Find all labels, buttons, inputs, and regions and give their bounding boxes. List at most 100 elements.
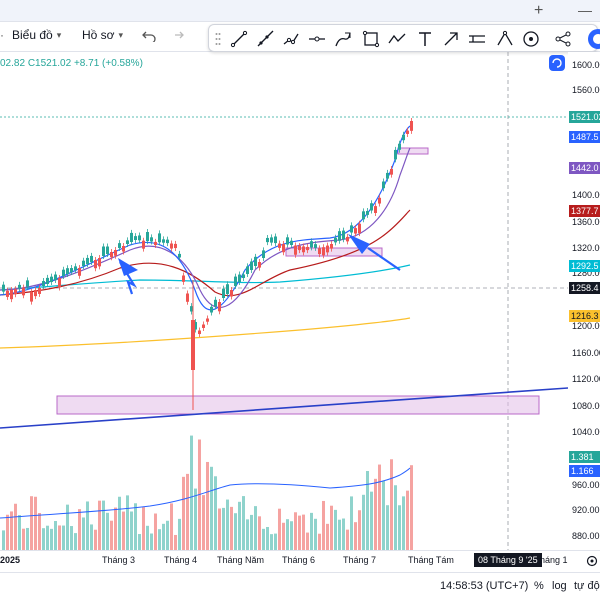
- auto-scale-icon[interactable]: [548, 54, 566, 72]
- price-tick-label: 1280.00: [572, 268, 600, 278]
- candle-body: [282, 244, 285, 253]
- chevron-down-icon: ▾: [118, 29, 124, 40]
- volume-bar: [122, 511, 125, 550]
- sidebar-toggle[interactable]: ·: [0, 28, 4, 42]
- volume-bar: [330, 505, 333, 550]
- price-tick-label: 1560.00: [572, 85, 600, 95]
- ma-red-line: [0, 209, 411, 297]
- candle-body: [22, 287, 25, 296]
- arrow-icon[interactable]: [441, 29, 461, 49]
- text-icon[interactable]: [415, 29, 435, 49]
- rectangle-icon[interactable]: [361, 29, 381, 49]
- ray-icon[interactable]: [255, 29, 275, 49]
- candle-body: [326, 245, 329, 253]
- minimize-button[interactable]: —: [578, 2, 592, 18]
- candle-body: [350, 225, 353, 233]
- ruler-icon[interactable]: [467, 29, 487, 49]
- candle-body: [118, 243, 121, 248]
- candle-body: [234, 276, 237, 286]
- arrow-head-2: [348, 234, 370, 254]
- percent-scale-toggle[interactable]: %: [534, 580, 544, 592]
- candle-body: [38, 288, 41, 294]
- volume-bar: [394, 485, 397, 550]
- volume-bar: [310, 512, 313, 550]
- volume-bar: [298, 515, 301, 550]
- candle-body: [14, 289, 17, 295]
- candle-body: [318, 248, 321, 255]
- price-tick-label: 1320.00: [572, 243, 600, 253]
- price-tag-label: 1487.5: [569, 131, 600, 143]
- candle-body: [174, 243, 177, 249]
- volume-bar: [254, 506, 257, 550]
- volume-bar: [74, 533, 77, 550]
- clock-label[interactable]: 14:58:53 (UTC+7): [440, 580, 529, 592]
- candle-body: [42, 281, 45, 286]
- candle-body: [294, 245, 297, 255]
- path-icon[interactable]: [387, 29, 407, 49]
- candle-body: [30, 292, 33, 302]
- trend-line[interactable]: [0, 387, 568, 429]
- time-axis[interactable]: 2025 Tháng 3 Tháng 4 Tháng Năm Tháng 6 T…: [0, 550, 600, 572]
- volume-bar: [386, 505, 389, 550]
- emoji-icon[interactable]: [521, 29, 541, 49]
- volume-bar: [370, 491, 373, 550]
- candle-body: [154, 241, 157, 246]
- price-tick-label: 880.00: [572, 531, 600, 541]
- candle-body: [162, 239, 165, 243]
- auto-scale-toggle[interactable]: tự động: [574, 580, 600, 592]
- new-tab-button[interactable]: +: [534, 2, 544, 19]
- chart-menu-label: Biểu đồ: [12, 28, 53, 42]
- undo-button[interactable]: [142, 28, 156, 42]
- horizontal-ray-icon[interactable]: [307, 29, 327, 49]
- candle-body: [218, 302, 221, 312]
- brush-icon[interactable]: [333, 29, 353, 49]
- log-scale-toggle[interactable]: log: [552, 580, 567, 592]
- candle-body: [182, 275, 185, 282]
- candle-body: [202, 324, 205, 328]
- candle-body: [178, 253, 181, 258]
- arrow-annotation-2[interactable]: [367, 247, 401, 271]
- candle-body: [338, 231, 341, 241]
- profile-menu-button[interactable]: Hồ sơ ▾: [82, 28, 123, 42]
- price-tick-label: 1160.00: [572, 348, 600, 358]
- chevron-down-icon: ▾: [56, 29, 62, 40]
- candle-body: [298, 245, 301, 251]
- share-icon[interactable]: [553, 29, 573, 49]
- account-icon[interactable]: [586, 28, 600, 50]
- volume-bar: [118, 496, 121, 550]
- volume-bar: [238, 501, 241, 550]
- volume-bar: [218, 508, 221, 550]
- volume-bar: [246, 519, 249, 550]
- candle-body: [110, 252, 113, 258]
- volume-bar: [398, 505, 401, 550]
- candle-body: [191, 320, 195, 370]
- price-chart[interactable]: [0, 52, 568, 550]
- pattern-icon[interactable]: [495, 29, 515, 49]
- price-tick-label: 1360.00: [572, 217, 600, 227]
- candle-body: [330, 244, 333, 249]
- candle-body: [34, 290, 37, 297]
- volume-bar: [174, 534, 177, 550]
- chart-menu-button[interactable]: Biểu đồ ▾: [12, 28, 61, 42]
- volume-bar: [186, 473, 189, 550]
- channel-icon[interactable]: [281, 29, 301, 49]
- trend-line-icon[interactable]: [229, 29, 249, 49]
- ohlc-close: C1521.02: [27, 58, 72, 69]
- profile-menu-label: Hồ sơ: [82, 28, 115, 42]
- volume-bar: [318, 533, 321, 550]
- volume-bar: [222, 507, 225, 550]
- volume-bar: [366, 471, 369, 550]
- volume-bar: [262, 528, 265, 550]
- volume-bar: [278, 508, 281, 550]
- volume-series: [2, 435, 413, 550]
- candle-body: [170, 243, 173, 249]
- candle-body: [66, 268, 69, 274]
- settings-icon[interactable]: [586, 555, 598, 567]
- redo-button[interactable]: [170, 28, 184, 42]
- drag-handle-icon[interactable]: [215, 32, 221, 46]
- candle-body: [26, 280, 29, 287]
- candle-body: [98, 258, 101, 267]
- volume-bar: [282, 522, 285, 550]
- price-tick-label: 1600.00: [572, 60, 600, 70]
- candle-body: [210, 306, 213, 313]
